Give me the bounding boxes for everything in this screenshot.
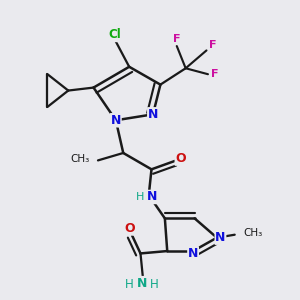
Text: H: H [135,192,144,202]
Text: F: F [209,40,217,50]
Text: F: F [173,34,181,44]
Text: N: N [215,231,226,244]
Text: N: N [147,190,157,203]
Text: Cl: Cl [108,28,121,41]
Text: N: N [111,114,121,127]
Text: CH₃: CH₃ [244,228,263,238]
Text: H: H [150,278,158,291]
Text: CH₃: CH₃ [70,154,90,164]
Text: O: O [124,222,134,235]
Text: O: O [175,152,186,165]
Text: N: N [137,277,148,290]
Text: F: F [211,69,218,79]
Text: N: N [188,247,198,260]
Text: H: H [125,278,134,291]
Text: N: N [148,108,158,121]
